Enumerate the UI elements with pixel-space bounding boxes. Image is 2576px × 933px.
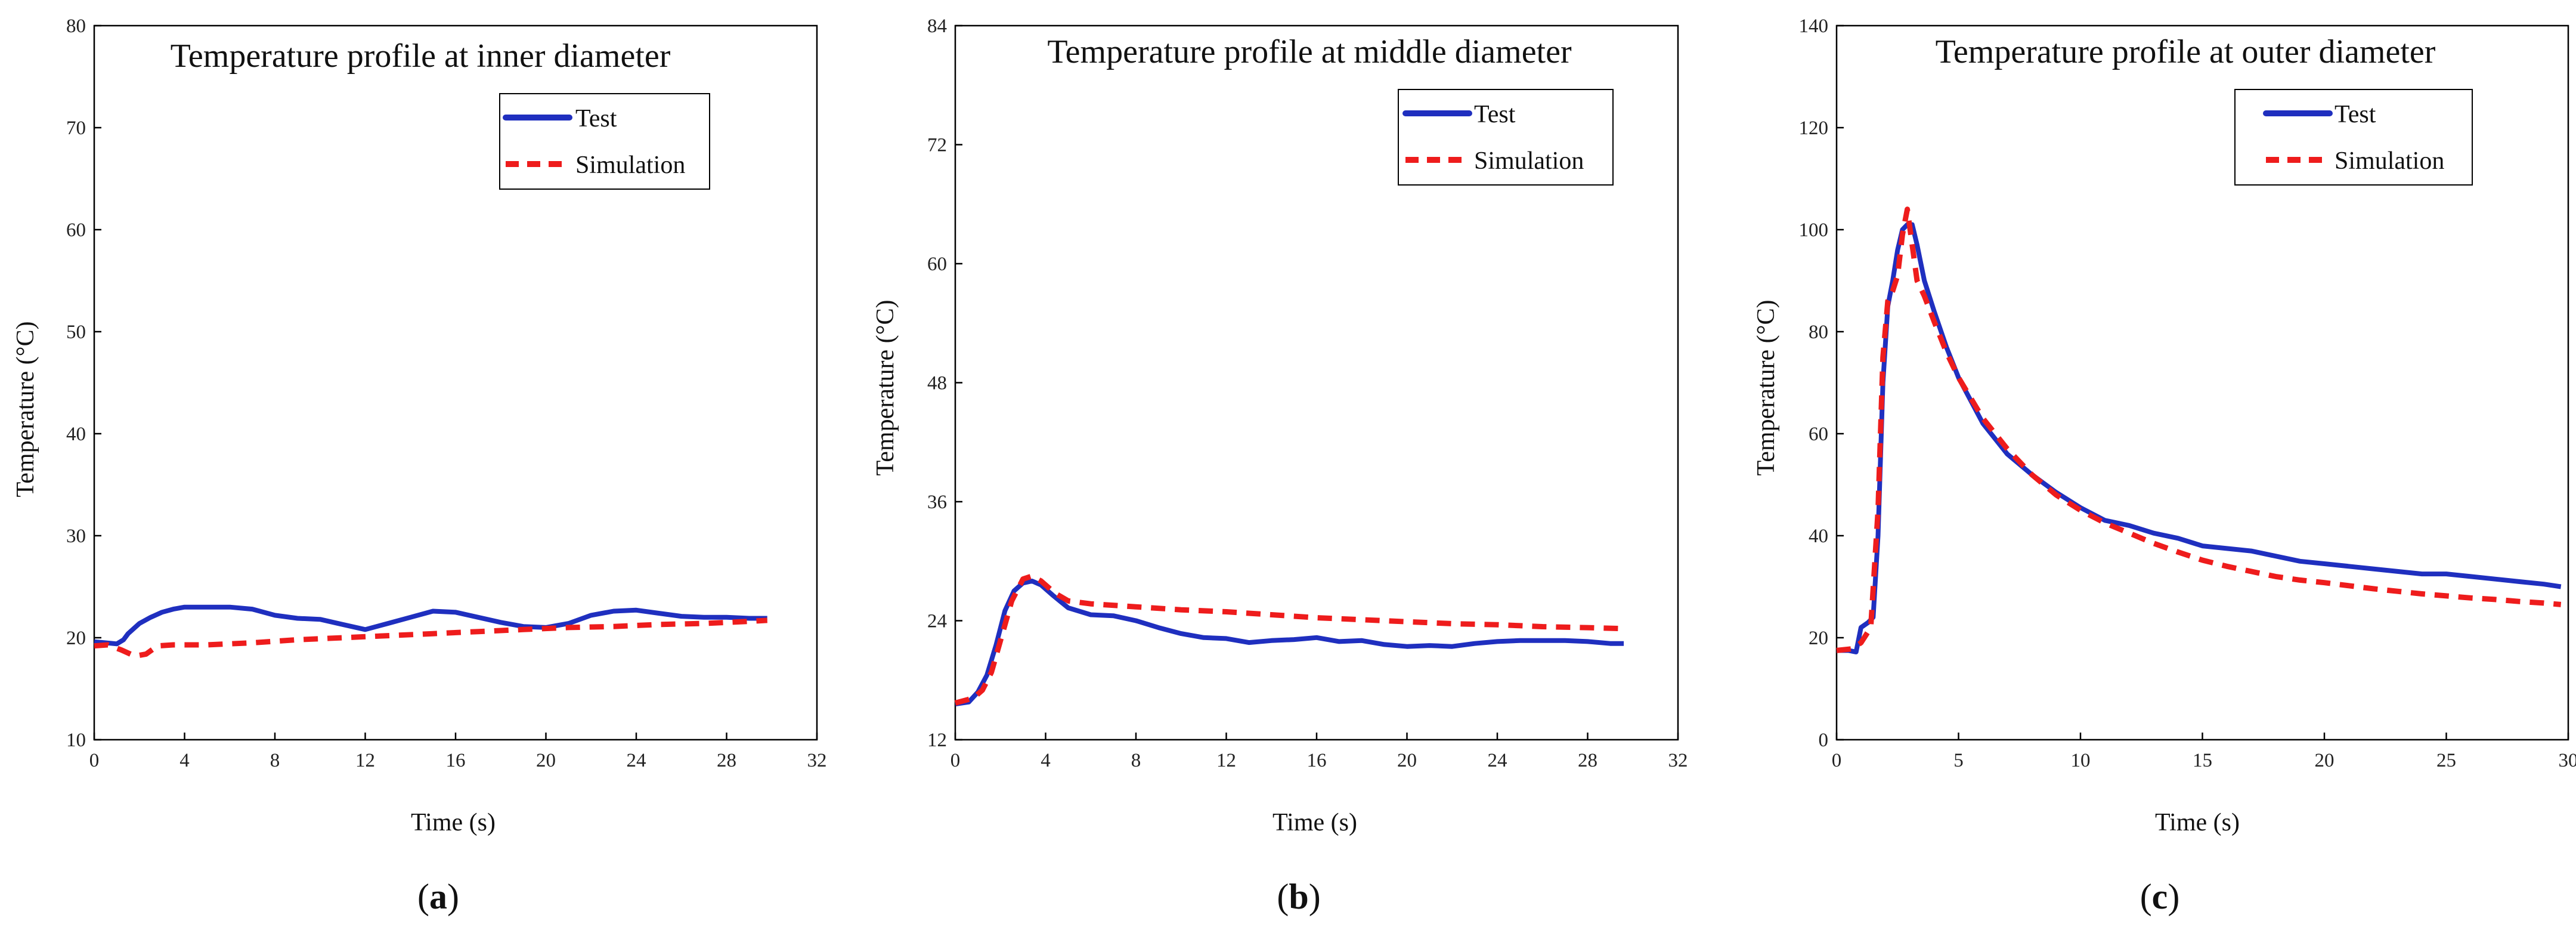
legend-box-a [499, 93, 710, 190]
y-tick-label-b: 84 [927, 16, 947, 37]
x-tick-label-c: 30 [2559, 750, 2576, 771]
y-tick-label-b: 72 [927, 135, 947, 156]
x-tick-label-b: 20 [1397, 750, 1417, 771]
legend-simulation-label-a: Simulation [575, 152, 685, 179]
chart-panel-c: 0 20 40 60 80 100 120 140 0 5 10 15 20 25 30 Temperatu… [1753, 16, 2576, 916]
y-tick-label-a: 30 [66, 526, 86, 547]
y-tick-label-c: 0 [1819, 730, 1829, 751]
x-tick-label-a: 24 [627, 750, 646, 771]
figure-caption-a: (a) [417, 877, 459, 916]
legend-test-label-b: Test [1474, 101, 1516, 128]
legend-simulation-label-c: Simulation [2334, 147, 2444, 175]
chart-title-b: Temperature profile at middle diameter [1047, 33, 1572, 70]
legend-box-b [1398, 89, 1614, 186]
legend-b: Test Simulation [1398, 89, 1614, 186]
test-series-line-a [94, 604, 767, 647]
x-tick-label-b: 24 [1488, 750, 1507, 771]
legend-test-label-a: Test [575, 105, 617, 132]
chart-panel-a: 10 20 30 40 50 60 70 80 0 4 8 12 16 20 24 28 32 Temperat… [12, 16, 827, 916]
x-tick-label-a: 12 [355, 750, 375, 771]
caption-letter-c: c [2152, 877, 2168, 916]
x-tick-label-b: 32 [1668, 750, 1688, 771]
x-tick-label-a: 20 [536, 750, 556, 771]
y-tick-label-b: 48 [927, 373, 947, 394]
test-series-line-b [955, 579, 1624, 707]
x-tick-label-c: 25 [2436, 750, 2456, 771]
y-tick-label-a: 80 [66, 16, 86, 37]
y-tick-label-a: 40 [66, 424, 86, 445]
y-axis-label-b: Temperature (°C) [872, 300, 899, 476]
x-tick-label-b: 0 [950, 750, 961, 771]
y-tick-label-c: 60 [1809, 424, 1828, 445]
x-axis-label-c: Time (s) [2155, 809, 2240, 836]
y-tick-label-c: 20 [1809, 628, 1828, 649]
x-tick-label-c: 20 [2315, 750, 2334, 771]
x-tick-label-b: 8 [1131, 750, 1141, 771]
x-tick-label-c: 0 [1832, 750, 1842, 771]
chart-title-c: Temperature profile at outer diameter [1936, 33, 2436, 70]
simulation-series-line-a [94, 617, 767, 659]
chart-title-a: Temperature profile at inner diameter [171, 38, 671, 75]
x-tick-label-b: 28 [1578, 750, 1597, 771]
y-tick-label-b: 36 [927, 492, 947, 513]
simulation-series-line-b [954, 573, 1624, 706]
legend-simulation-label-b: Simulation [1474, 147, 1584, 175]
simulation-series-line-c [1836, 206, 2562, 653]
x-tick-label-b: 12 [1216, 750, 1236, 771]
y-tick-label-b: 24 [927, 611, 947, 632]
y-tick-label-a: 70 [66, 118, 86, 139]
legend-test-label-c: Test [2334, 101, 2376, 128]
x-tick-label-a: 16 [446, 750, 466, 771]
y-tick-label-a: 10 [66, 730, 86, 751]
x-tick-label-a: 32 [807, 750, 827, 771]
x-axis-label-a: Time (s) [411, 809, 496, 836]
x-tick-label-a: 8 [270, 750, 280, 771]
test-series-line-c [1837, 222, 2562, 654]
x-tick-label-c: 10 [2071, 750, 2091, 771]
legend-c: Test Simulation [2234, 89, 2473, 186]
y-tick-label-a: 50 [66, 322, 86, 343]
y-tick-label-c: 100 [1799, 220, 1829, 241]
x-tick-label-a: 4 [179, 750, 190, 771]
y-tick-label-c: 80 [1809, 322, 1828, 343]
x-tick-label-b: 4 [1041, 750, 1051, 771]
y-tick-label-a: 20 [66, 628, 86, 649]
figure-caption-b: (b) [1277, 877, 1320, 916]
figure-caption-c: (c) [2140, 877, 2180, 916]
y-tick-label-c: 140 [1799, 16, 1829, 37]
y-tick-label-c: 40 [1809, 526, 1828, 547]
legend-a: Test Simulation [499, 93, 710, 190]
plot-area-a: 10 20 30 40 50 60 70 80 0 4 8 12 16 20 24 28 32 [66, 16, 827, 771]
x-tick-label-a: 0 [89, 750, 100, 771]
x-axis-label-b: Time (s) [1272, 809, 1357, 836]
y-tick-label-b: 12 [927, 730, 947, 751]
y-tick-label-a: 60 [66, 220, 86, 241]
legend-box-c [2234, 89, 2473, 186]
y-axis-label-c: Temperature (°C) [1753, 300, 1780, 476]
y-tick-label-b: 60 [927, 254, 947, 275]
x-tick-label-b: 16 [1307, 750, 1327, 771]
caption-letter-a: a [429, 877, 447, 916]
caption-letter-b: b [1289, 877, 1308, 916]
plot-area-c: 0 20 40 60 80 100 120 140 0 5 10 15 20 25 30 [1799, 16, 2576, 771]
x-tick-label-c: 5 [1953, 750, 1964, 771]
x-tick-label-c: 15 [2193, 750, 2212, 771]
x-tick-label-a: 28 [717, 750, 736, 771]
y-tick-label-c: 120 [1799, 118, 1829, 139]
y-axis-label-a: Temperature (°C) [12, 322, 39, 498]
